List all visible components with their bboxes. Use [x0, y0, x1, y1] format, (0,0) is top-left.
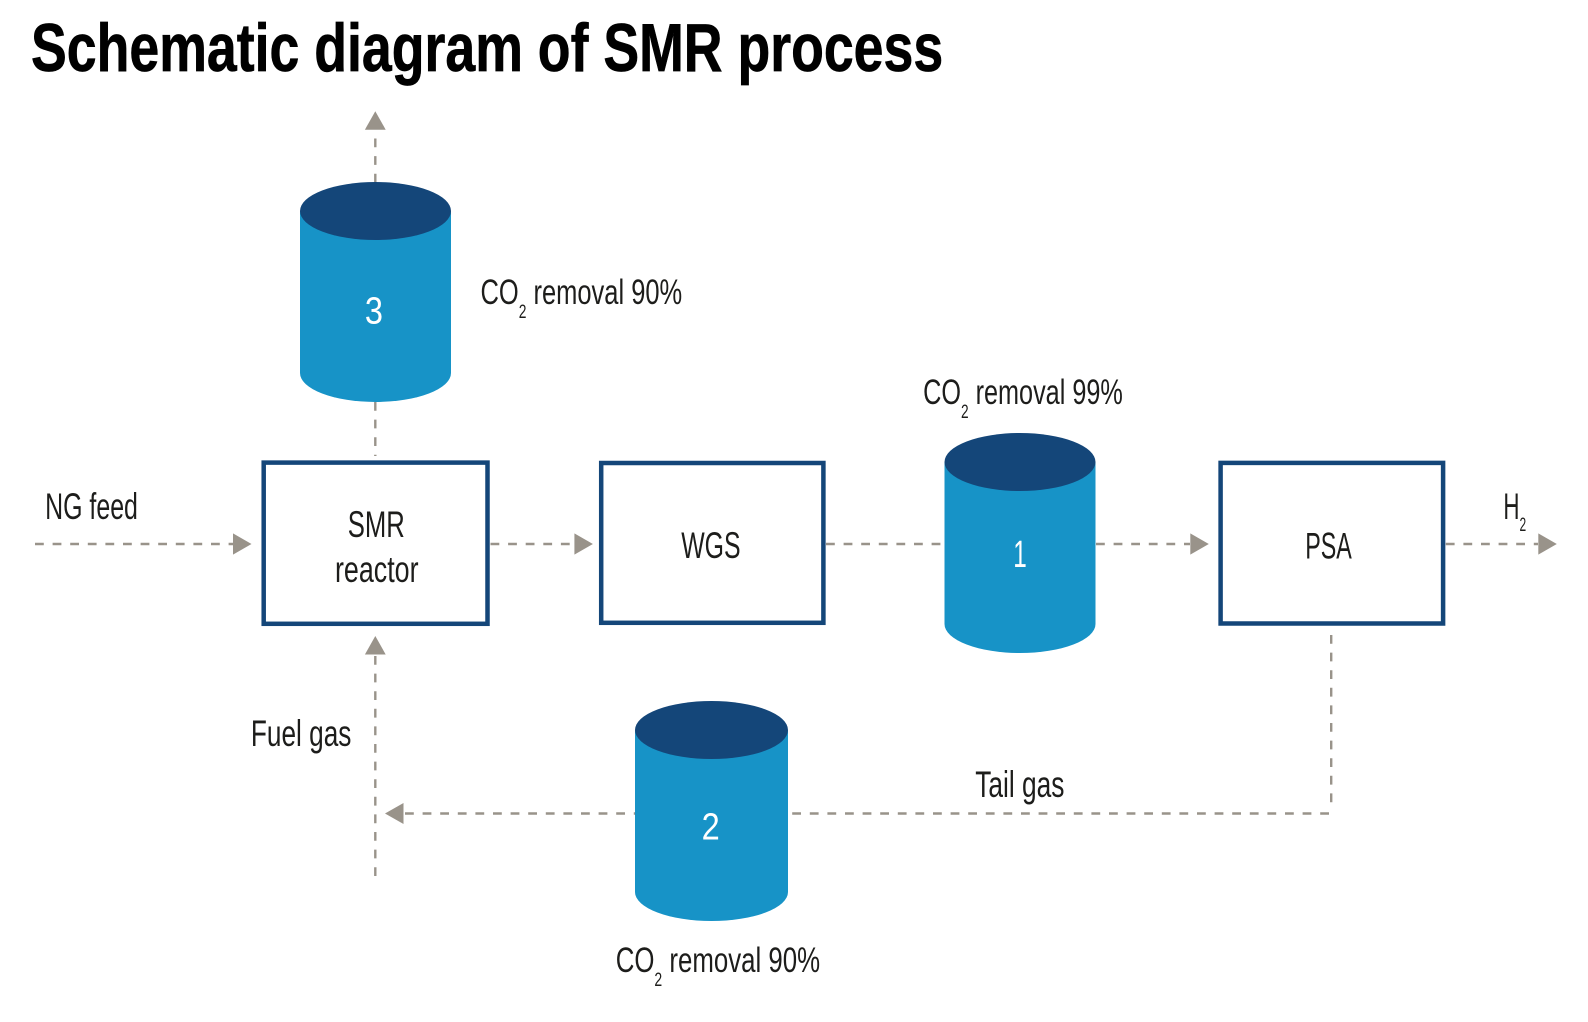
svg-text:Fuel gas: Fuel gas [251, 712, 352, 754]
svg-text:reactor: reactor [335, 548, 419, 591]
svg-text:1: 1 [1013, 533, 1027, 576]
svg-text:PSA: PSA [1305, 525, 1352, 567]
svg-text:NG feed: NG feed [45, 485, 138, 527]
svg-text:SMR: SMR [348, 503, 405, 545]
svg-text:Tail gas: Tail gas [975, 763, 1064, 805]
svg-text:WGS: WGS [681, 524, 740, 566]
svg-text:3: 3 [365, 290, 383, 332]
svg-text:2: 2 [702, 806, 720, 848]
svg-text:Schematic diagram of SMR proce: Schematic diagram of SMR process [31, 10, 943, 85]
